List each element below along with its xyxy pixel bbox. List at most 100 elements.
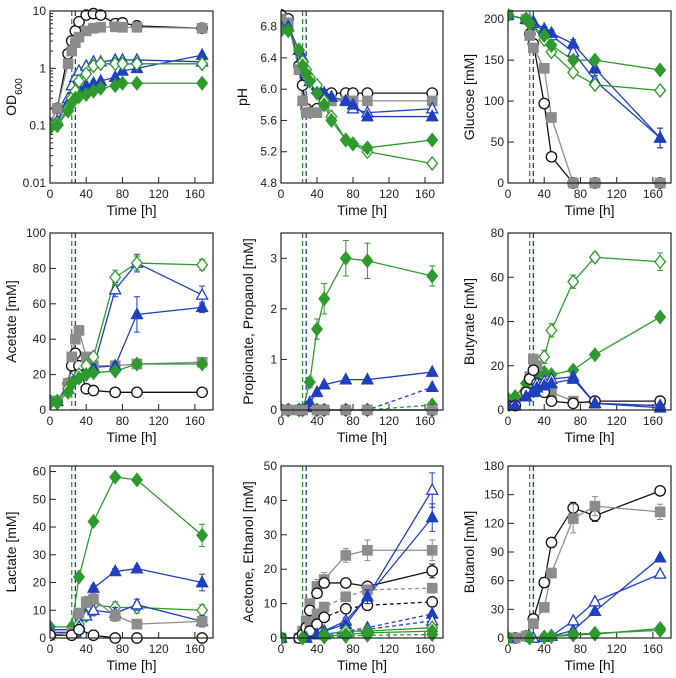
y-axis-title: OD600 bbox=[3, 78, 25, 116]
data-point bbox=[546, 567, 557, 579]
series-line bbox=[281, 257, 433, 411]
series-group bbox=[50, 469, 209, 644]
data-point bbox=[94, 9, 107, 21]
data-point bbox=[426, 155, 439, 171]
data-point bbox=[653, 130, 667, 143]
data-point bbox=[196, 22, 208, 34]
x-tick-label: 0 bbox=[278, 187, 285, 201]
y-axis-title: pH bbox=[234, 88, 250, 106]
y-tick-label: 0.01 bbox=[23, 176, 47, 190]
data-point bbox=[339, 93, 353, 106]
data-point bbox=[425, 510, 439, 523]
data-point bbox=[130, 255, 143, 271]
data-point bbox=[588, 594, 602, 607]
data-point bbox=[346, 97, 360, 110]
data-point bbox=[317, 377, 331, 390]
x-tick-label: 120 bbox=[607, 642, 627, 656]
x-tick-label: 0 bbox=[47, 414, 54, 428]
x-tick-label: 40 bbox=[80, 642, 94, 656]
data-point bbox=[567, 627, 580, 643]
data-point bbox=[654, 309, 667, 325]
x-tick-label: 0 bbox=[278, 642, 285, 656]
data-point bbox=[311, 587, 323, 600]
y-tick-label: 5.2 bbox=[260, 145, 277, 159]
data-point bbox=[567, 64, 580, 80]
data-point bbox=[196, 257, 209, 273]
data-point bbox=[653, 566, 667, 579]
panel-butanol: 0 30 60 90 120 150 180 0 40 80 120 160 Time [h] Butan… bbox=[461, 459, 672, 673]
data-point bbox=[70, 333, 81, 345]
panel-lactate: 0 10 20 30 40 50 60 0 40 80 120 160 Time [h] Lactate … bbox=[3, 465, 214, 673]
data-point bbox=[95, 21, 107, 33]
data-point bbox=[545, 150, 558, 163]
x-tick-label: 80 bbox=[346, 414, 360, 428]
y-axis-title: Butyrate [mM] bbox=[461, 278, 477, 365]
y-tick-label: 0 bbox=[497, 403, 504, 417]
y-tick-label: 200 bbox=[484, 12, 504, 26]
y-tick-label: 3 bbox=[270, 251, 277, 265]
y-tick-label: 80 bbox=[33, 261, 47, 275]
y-tick-label: 6.8 bbox=[260, 20, 277, 34]
x-axis-title: Time [h] bbox=[564, 202, 614, 218]
data-point bbox=[588, 52, 601, 68]
data-point bbox=[117, 21, 128, 33]
data-point bbox=[116, 75, 129, 91]
y-tick-label: 30 bbox=[264, 528, 278, 542]
y-tick-label: 4.8 bbox=[260, 176, 277, 190]
x-tick-label: 120 bbox=[607, 414, 627, 428]
x-axis-title: Time [h] bbox=[337, 429, 387, 445]
plot-frame bbox=[49, 232, 214, 411]
x-tick-label: 160 bbox=[185, 187, 205, 201]
data-point bbox=[545, 37, 558, 53]
data-point bbox=[527, 364, 540, 377]
y-tick-label: 180 bbox=[484, 459, 504, 473]
data-point bbox=[566, 613, 580, 626]
data-point bbox=[87, 384, 100, 397]
data-point bbox=[588, 77, 601, 93]
x-axis-title: Time [h] bbox=[106, 429, 156, 445]
x-axis-title: Time [h] bbox=[337, 657, 387, 673]
data-point bbox=[425, 379, 439, 393]
data-point bbox=[339, 577, 352, 589]
panel-acetate: 0 20 40 60 80 100 0 40 80 120 160 Time [h] Acetate [… bbox=[3, 226, 214, 445]
x-tick-label: 40 bbox=[538, 414, 552, 428]
y-tick-label: 40 bbox=[491, 315, 505, 329]
data-point bbox=[538, 349, 551, 365]
y-tick-label: 100 bbox=[484, 94, 504, 108]
data-point bbox=[303, 374, 316, 390]
data-point bbox=[87, 365, 100, 381]
data-point bbox=[528, 42, 539, 54]
data-point bbox=[318, 601, 330, 613]
x-tick-label: 120 bbox=[379, 414, 399, 428]
y-tick-label: 150 bbox=[484, 488, 504, 502]
plot-frame bbox=[280, 232, 444, 411]
data-point bbox=[361, 253, 374, 269]
data-point bbox=[339, 628, 352, 644]
x-tick-label: 120 bbox=[149, 642, 169, 656]
panel-ph: 4.8 5.2 5.6 6.0 6.4 6.8 0 40 80 120 160 Time [h] pH bbox=[234, 9, 444, 218]
y-tick-label: 90 bbox=[491, 545, 505, 559]
x-axis-title: Time [h] bbox=[564, 429, 614, 445]
data-point bbox=[523, 15, 536, 31]
data-point bbox=[130, 561, 144, 574]
y-tick-label: 60 bbox=[33, 465, 47, 479]
data-point bbox=[311, 107, 323, 118]
panel-acetone: 0 10 20 30 40 50 0 40 80 120 160 Time [h] Acetone, E… bbox=[240, 459, 444, 673]
data-point bbox=[297, 95, 308, 107]
y-tick-label: 10 bbox=[33, 603, 47, 617]
x-tick-label: 120 bbox=[379, 187, 399, 201]
plot-frame bbox=[507, 232, 672, 411]
data-point bbox=[425, 364, 439, 377]
data-point bbox=[94, 56, 107, 72]
y-tick-label: 0.1 bbox=[29, 119, 46, 133]
y-tick-label: 0 bbox=[497, 631, 504, 645]
y-tick-label: 40 bbox=[33, 520, 47, 534]
x-tick-label: 120 bbox=[149, 414, 169, 428]
x-axis-title: Time [h] bbox=[106, 202, 156, 218]
data-point bbox=[80, 66, 93, 82]
x-tick-label: 160 bbox=[643, 642, 663, 656]
data-point bbox=[588, 249, 601, 265]
data-point bbox=[653, 550, 667, 563]
data-point bbox=[303, 395, 317, 408]
data-point bbox=[130, 56, 143, 72]
